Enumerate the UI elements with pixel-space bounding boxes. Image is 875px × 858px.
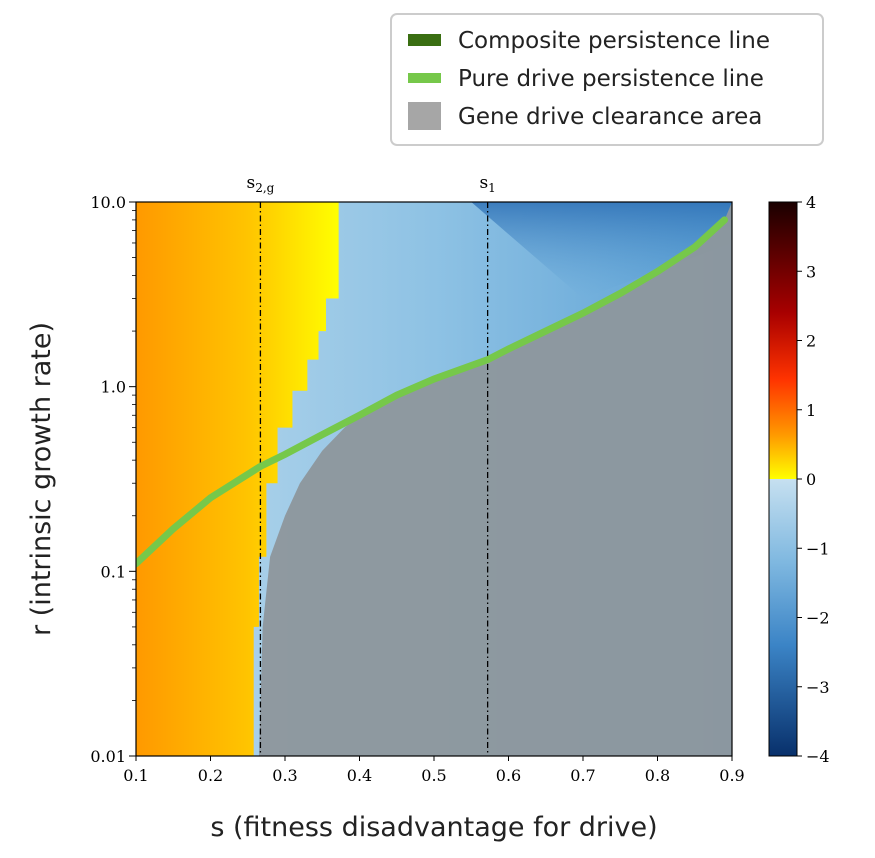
x-tick-label: 0.5 (421, 766, 446, 785)
x-tick-label: 0.9 (719, 766, 744, 785)
y-tick-label: 1.0 (101, 378, 126, 397)
colorbar-tick-label: −4 (806, 747, 830, 766)
legend-label: Pure drive persistence line (458, 66, 764, 92)
gene-drive-clearance-area (258, 202, 732, 756)
y-tick-label: 0.01 (90, 747, 126, 766)
colorbar-tick-label: 3 (806, 262, 816, 281)
legend-label: Gene drive clearance area (458, 104, 762, 130)
pure-drive-persistence-line (136, 216, 729, 568)
colorbar-tick-label: 2 (806, 332, 816, 351)
legend: Composite persistence line Pure drive per… (390, 13, 824, 146)
y-axis-ticks: 0.01 0.1 1.0 10.0 (90, 193, 136, 766)
colorbar-tick-label: −1 (806, 539, 830, 558)
heatmap-deep-blue-band (471, 202, 732, 299)
vertical-markers: s2,g s1 (246, 173, 495, 195)
colorbar-tick-label: 4 (806, 193, 816, 212)
legend-label: Composite persistence line (458, 28, 770, 54)
legend-swatch (408, 34, 441, 46)
legend-swatch (408, 102, 441, 130)
x-tick-label: 0.1 (123, 766, 148, 785)
x-tick-label: 0.8 (645, 766, 670, 785)
legend-swatch (408, 73, 441, 83)
colorbar-gradient (768, 201, 798, 757)
colorbar-tick-label: 0 (806, 470, 816, 489)
colorbar-tick-label: −3 (806, 678, 830, 697)
x-tick-label: 0.7 (570, 766, 595, 785)
y-tick-label: 10.0 (90, 193, 126, 212)
x-tick-label: 0.6 (496, 766, 521, 785)
marker-label-1: s1 (479, 173, 495, 195)
x-tick-label: 0.3 (272, 766, 297, 785)
colorbar: 4 3 2 1 0 −1 −2 −3 −4 (768, 193, 830, 766)
x-tick-label: 0.4 (347, 766, 372, 785)
colorbar-tick-label: 1 (806, 401, 816, 420)
y-tick-label: 0.1 (101, 562, 126, 581)
y-axis-label: r (intrinsic growth rate) (26, 322, 57, 636)
colorbar-ticks: 4 3 2 1 0 −1 −2 −3 −4 (797, 193, 830, 766)
legend-frame (390, 13, 824, 146)
x-tick-label: 0.2 (198, 766, 223, 785)
colorbar-tick-label: −2 (806, 609, 830, 628)
x-axis-label: s (fitness disadvantage for drive) (210, 812, 657, 843)
marker-label-0: s2,g (246, 173, 274, 195)
x-axis-ticks: 0.1 0.2 0.3 0.4 0.5 0.6 0.7 0.8 0.9 (123, 756, 745, 785)
